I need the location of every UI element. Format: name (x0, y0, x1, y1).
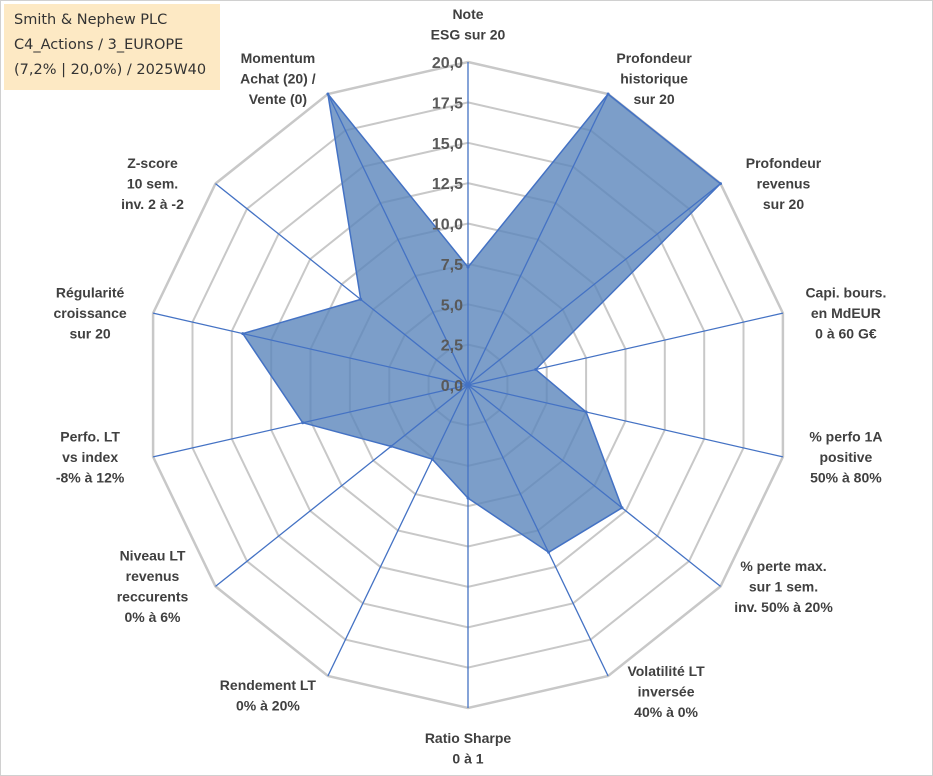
axis-label: Perfo. LT vs index -8% à 12% (56, 428, 125, 485)
axis-label-line: Régularité (56, 285, 125, 301)
axis-label-line: 50% à 80% (810, 469, 882, 485)
axis-label-line: Profondeur (746, 155, 822, 171)
info-box: Smith & Nephew PLC C4_Actions / 3_EUROPE… (4, 4, 220, 90)
axis-label-line: Volatilité LT (627, 663, 705, 679)
tick-label: 12,5 (432, 176, 463, 193)
axis-spoke (215, 384, 469, 587)
axis-label-line: inv. 50% à 20% (734, 599, 833, 615)
axis-label-line: Profondeur (616, 50, 692, 66)
axis-spoke (152, 384, 469, 458)
info-company: Smith & Nephew PLC (14, 12, 168, 28)
axis-label-line: -8% à 12% (56, 469, 125, 485)
axis-label-line: inversée (638, 684, 695, 700)
tick-label: 0,0 (441, 378, 463, 395)
axis-label-line: positive (819, 449, 872, 465)
axis-label: Z-score 10 sem. inv. 2 à -2 (121, 155, 184, 212)
axis-label-line: vs index (62, 449, 118, 465)
axis-label-line: Z-score (127, 155, 178, 171)
axis-spoke (327, 93, 469, 386)
tick-label: 5,0 (441, 297, 463, 314)
axis-label-line: revenus (126, 568, 180, 584)
axis-label-line: 10 sem. (127, 176, 178, 192)
axis-spoke (467, 384, 721, 587)
axis-spoke (467, 183, 721, 386)
axis-label-line: Perfo. LT (60, 428, 120, 444)
axis-label-line: 0 à 60 G€ (815, 326, 877, 342)
axis-label-line: croissance (54, 305, 127, 321)
axis-label-line: sur 20 (633, 91, 674, 107)
data-series-area (242, 93, 722, 554)
info-category: C4_Actions / 3_EUROPE (14, 37, 184, 53)
label-layer: Note ESG sur 20 Profondeur historique sur 20… (54, 6, 887, 767)
spoke-layer (152, 62, 784, 708)
axis-label-line: revenus (757, 176, 811, 192)
axis-label: Momentum Achat (20) / Vente (0) (240, 50, 316, 107)
tick-label: 20,0 (432, 55, 463, 72)
axis-label-line: 40% à 0% (634, 704, 698, 720)
axis-label: Ratio Sharpe 0 à 1 (425, 730, 512, 767)
axis-label-line: sur 20 (763, 196, 804, 212)
axis-label: Rendement LT 0% à 20% (220, 677, 317, 714)
axis-label-line: Capi. bours. (805, 285, 886, 301)
axis-spoke (215, 183, 469, 386)
axis-spoke (152, 312, 469, 386)
axis-spoke (467, 312, 784, 386)
axis-label: Volatilité LT inversée 40% à 0% (627, 663, 705, 720)
tick-label: 10,0 (432, 217, 463, 234)
axis-label-line: Vente (0) (249, 91, 307, 107)
axis-spoke (467, 93, 609, 386)
axis-label-line: Achat (20) / (240, 71, 316, 87)
axis-label-line: en MdEUR (811, 305, 881, 321)
tick-label: 17,5 (432, 95, 463, 112)
axis-label-line: % perte max. (740, 558, 826, 574)
axis-spoke (467, 384, 609, 677)
tick-label: 15,0 (432, 136, 463, 153)
axis-label-line: % perfo 1A (809, 428, 882, 444)
axis-label-line: Ratio Sharpe (425, 730, 512, 746)
axis-label: % perfo 1A positive 50% à 80% (809, 428, 882, 485)
series-layer (241, 92, 722, 554)
tick-label: 2,5 (441, 338, 463, 355)
axis-label: Régularité croissance sur 20 (54, 285, 127, 342)
axis-label-line: inv. 2 à -2 (121, 196, 184, 212)
axis-label-line: sur 20 (69, 326, 110, 342)
axis-label: Profondeur historique sur 20 (616, 50, 692, 107)
info-period: (7,2% | 20,0%) / 2025W40 (14, 62, 207, 78)
axis-label: Note ESG sur 20 (431, 6, 506, 43)
axis-label: Profondeur revenus sur 20 (746, 155, 822, 212)
axis-label-line: 0% à 6% (124, 609, 181, 625)
axis-label-line: sur 1 sem. (749, 578, 818, 594)
axis-label-line: Niveau LT (120, 548, 186, 564)
axis-label: Capi. bours. en MdEUR 0 à 60 G€ (805, 285, 886, 342)
axis-label-line: 0% à 20% (236, 698, 300, 714)
axis-label-line: Rendement LT (220, 677, 317, 693)
axis-label-line: historique (620, 71, 688, 87)
axis-spoke (327, 384, 469, 677)
axis-spoke (467, 384, 784, 458)
axis-label-line: Note (452, 6, 483, 22)
axis-label-line: ESG sur 20 (431, 27, 506, 43)
tick-label: 7,5 (441, 257, 463, 274)
axis-label: % perte max. sur 1 sem. inv. 50% à 20% (734, 558, 833, 615)
axis-label-line: reccurents (117, 589, 189, 605)
axis-label: Niveau LT revenus reccurents 0% à 6% (117, 548, 189, 626)
axis-label-line: 0 à 1 (452, 751, 483, 767)
axis-label-line: Momentum (241, 50, 316, 66)
tick-layer: 0,0 2,5 5,0 7,5 10,0 12,5 15,0 17,5 20,0 (432, 55, 463, 395)
